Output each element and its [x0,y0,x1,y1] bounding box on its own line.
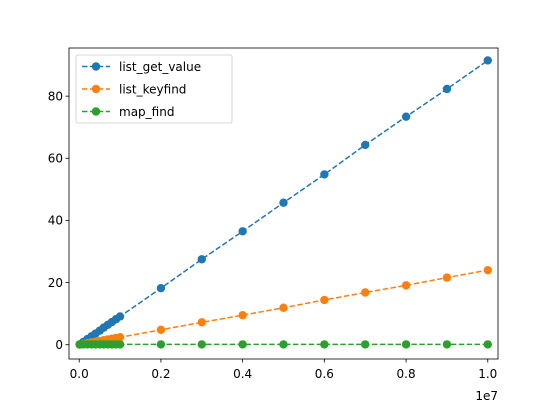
data-point [320,340,329,349]
data-point [401,112,411,121]
x-offset-label: 1e7 [475,389,498,403]
data-point [401,281,411,290]
legend-label: list_get_value [119,60,201,74]
x-tick-label: 0.0 [70,367,89,381]
data-point [197,255,206,264]
y-tick-label: 80 [48,89,63,103]
legend-item-list_get_value: list_get_value [82,60,201,74]
data-point [483,340,492,349]
data-point [279,198,288,207]
data-point [442,273,452,282]
data-point [156,283,166,293]
y-tick-label: 0 [55,338,63,352]
data-point [401,340,411,349]
data-point [238,310,247,320]
x-tick-label: 0.2 [151,367,170,381]
axes-frame [68,47,499,360]
x-tick-label: 0.6 [315,367,334,381]
legend-item-list_keyfind: list_keyfind [82,82,186,96]
data-point [442,84,452,94]
y-tick-label: 20 [48,276,63,290]
data-point [197,340,206,349]
data-point [238,340,247,349]
legend-box [75,54,233,124]
data-point [115,340,125,349]
x-tick-label: 0.4 [233,367,252,381]
data-point [483,56,492,65]
legend: list_get_value list_keyfind map_find [75,54,233,124]
y-tick-label: 60 [48,152,63,166]
data-point [361,140,370,150]
legend-label: map_find [119,105,174,119]
y-tick-label: 40 [48,214,63,228]
legend-item-map_find: map_find [82,105,174,119]
data-point [320,295,329,305]
axes-layer: 0.0 0.2 0.4 0.6 0.8 1.0 0 20 40 60 80 [48,47,499,381]
x-tick-label: 1.0 [478,367,497,381]
data-point [483,265,492,275]
data-point [156,340,166,349]
legend-label: list_keyfind [119,82,186,96]
data-point [361,340,370,349]
data-point [156,325,166,334]
data-point [442,340,452,349]
data-point [197,318,206,327]
series-map_find [75,340,492,349]
data-point [279,340,288,349]
data-point [279,303,288,312]
series-line-list_get_value [79,59,489,346]
legend-marker [91,62,101,71]
series-layer [75,56,492,349]
legend-marker [91,107,101,116]
data-point [320,170,329,179]
data-point [361,288,370,297]
data-point [238,227,247,236]
data-point [115,333,125,342]
data-point [115,312,125,321]
legend-marker [91,84,101,94]
x-tick-label: 0.8 [397,367,416,381]
